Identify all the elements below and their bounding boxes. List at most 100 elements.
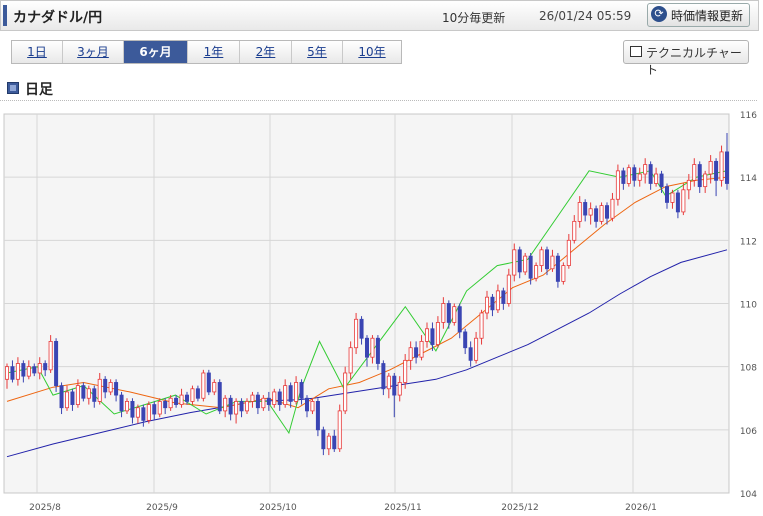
candle-body xyxy=(206,372,211,393)
candle-body xyxy=(288,385,293,402)
x-tick-label: 2025/9 xyxy=(146,503,178,513)
candle-body xyxy=(386,375,391,390)
candle-body xyxy=(65,391,70,409)
candle-body xyxy=(566,239,571,266)
candle-body xyxy=(588,208,593,216)
candle-body xyxy=(277,391,282,405)
candle-body xyxy=(610,198,615,219)
candle-body xyxy=(32,366,37,374)
candle-body xyxy=(86,388,91,399)
candle-body xyxy=(435,322,440,345)
candle-body xyxy=(681,189,686,213)
candle-body xyxy=(48,340,53,371)
candle-body xyxy=(474,337,479,361)
candle-body xyxy=(539,249,544,267)
y-tick-label: 116 xyxy=(740,111,757,121)
candle-body xyxy=(550,255,555,270)
candle-body xyxy=(725,151,730,184)
tab-10y[interactable]: 10年 xyxy=(343,41,401,63)
candle-body xyxy=(174,397,179,405)
section-title: 日足 xyxy=(25,82,53,98)
candle-body xyxy=(228,397,233,415)
candle-body xyxy=(692,164,697,181)
technical-chart-label: テクニカルチャート xyxy=(646,46,742,77)
candle-body xyxy=(495,290,500,311)
candle-body xyxy=(304,397,309,412)
candle-body xyxy=(108,382,113,393)
tab-2y[interactable]: 2年 xyxy=(240,41,292,63)
candle-body xyxy=(452,306,457,323)
candle-body xyxy=(397,382,402,396)
candle-body xyxy=(572,220,577,241)
candle-body xyxy=(659,173,664,188)
candle-body xyxy=(21,363,26,377)
candle-body xyxy=(375,337,380,364)
tab-6m[interactable]: 6ヶ月 xyxy=(124,41,188,63)
refresh-label: 時価情報更新 xyxy=(671,9,744,23)
candle-body xyxy=(501,290,506,304)
candle-body xyxy=(354,318,359,349)
candle-body xyxy=(643,164,648,175)
candle-body xyxy=(152,404,157,415)
candle-body xyxy=(130,401,135,418)
candle-body xyxy=(424,328,429,342)
candle-body xyxy=(141,407,146,421)
candle-body xyxy=(714,160,719,181)
candle-body xyxy=(239,401,244,412)
candle-body xyxy=(703,173,708,188)
candle-body xyxy=(223,397,228,412)
candle-body xyxy=(512,249,517,276)
tab-5y[interactable]: 5年 xyxy=(292,41,343,63)
x-tick-label: 2025/10 xyxy=(259,503,297,513)
candle-body xyxy=(81,385,86,399)
candle-body xyxy=(594,208,599,222)
section-icon xyxy=(7,82,19,94)
candle-body xyxy=(244,401,249,412)
candle-body xyxy=(506,274,511,304)
candle-body xyxy=(54,340,59,387)
candle-body xyxy=(403,359,408,383)
candle-body xyxy=(26,366,31,377)
candle-body xyxy=(190,388,195,402)
candle-body xyxy=(359,318,364,339)
refresh-button[interactable]: ⟳ 時価情報更新 xyxy=(647,3,750,27)
candle-body xyxy=(157,401,162,415)
x-tick-label: 2025/12 xyxy=(501,503,538,513)
candle-body xyxy=(348,347,353,374)
y-tick-label: 108 xyxy=(740,364,757,374)
technical-chart-button[interactable]: テクニカルチャート xyxy=(623,40,749,77)
candle-body xyxy=(708,160,713,175)
candle-body xyxy=(561,265,566,282)
candle-body xyxy=(441,303,446,323)
candle-body xyxy=(528,255,533,279)
candle-body xyxy=(250,394,255,402)
candle-body xyxy=(59,385,64,409)
candle-body xyxy=(665,186,670,203)
candle-body xyxy=(621,170,626,184)
candle-body xyxy=(103,378,108,393)
candle-body xyxy=(163,401,168,409)
candle-body xyxy=(10,366,15,380)
candle-body xyxy=(337,410,342,450)
window-icon xyxy=(630,46,642,57)
candle-body xyxy=(534,265,539,279)
candle-body xyxy=(430,328,435,345)
candle-body xyxy=(332,435,337,450)
tab-3m[interactable]: 3ヶ月 xyxy=(63,41,124,63)
candle-body xyxy=(114,382,119,396)
candle-body xyxy=(179,394,184,405)
candle-body xyxy=(381,363,386,390)
candle-body xyxy=(15,363,20,380)
candle-body xyxy=(43,363,48,371)
section-divider xyxy=(0,100,757,101)
x-tick-label: 2026/1 xyxy=(625,503,657,513)
candle-body xyxy=(272,391,277,405)
candle-body xyxy=(523,255,528,273)
refresh-icon: ⟳ xyxy=(651,6,667,22)
candle-body xyxy=(184,394,189,402)
candle-body xyxy=(343,372,348,412)
candle-body xyxy=(283,385,288,405)
tab-1y[interactable]: 1年 xyxy=(188,41,240,63)
tab-1d[interactable]: 1日 xyxy=(12,41,63,63)
candle-body xyxy=(37,363,42,374)
